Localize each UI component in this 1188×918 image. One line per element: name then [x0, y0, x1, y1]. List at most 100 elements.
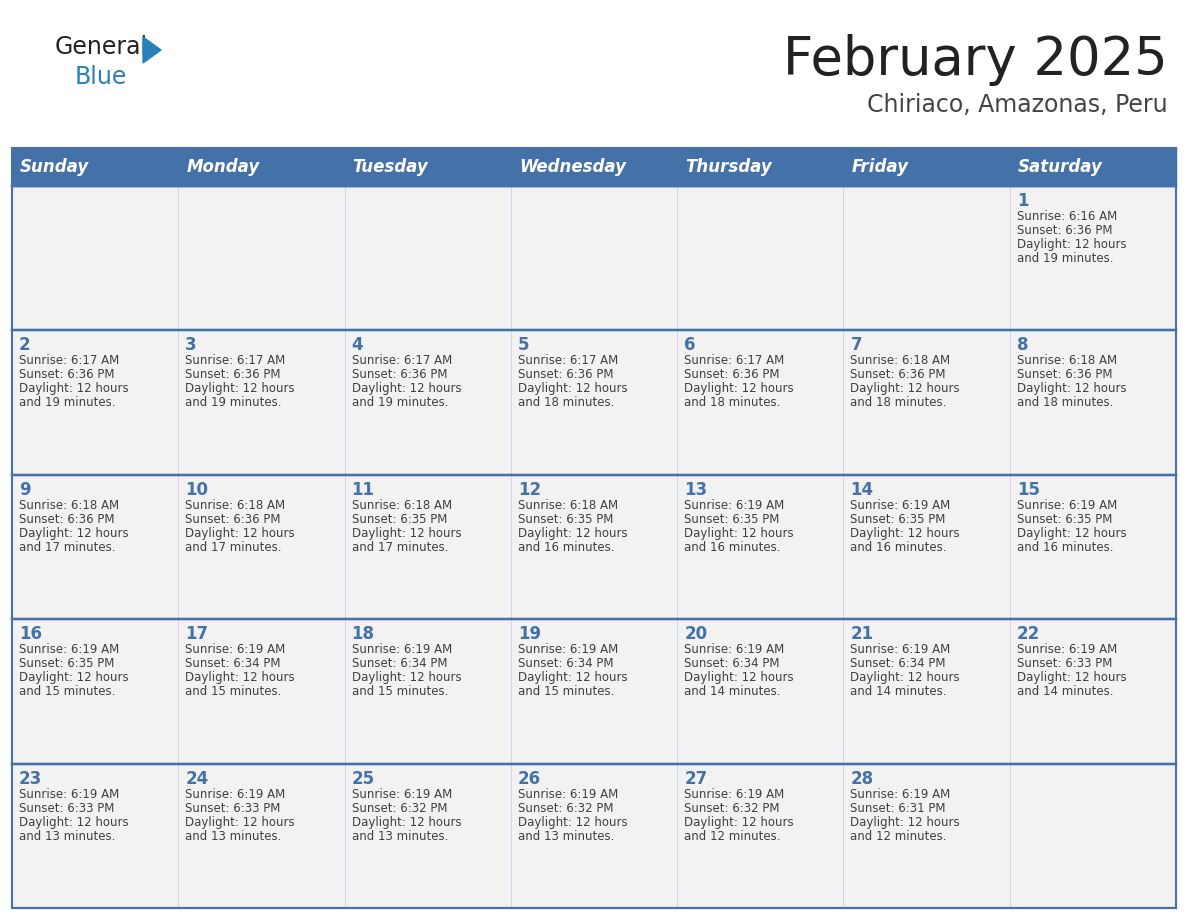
- Bar: [345, 148, 511, 186]
- Text: Daylight: 12 hours: Daylight: 12 hours: [518, 815, 627, 829]
- Text: 7: 7: [851, 336, 862, 354]
- Text: Sunrise: 6:19 AM: Sunrise: 6:19 AM: [352, 788, 451, 800]
- Text: and 17 minutes.: and 17 minutes.: [185, 541, 282, 554]
- Text: 26: 26: [518, 769, 541, 788]
- Text: Thursday: Thursday: [685, 158, 772, 176]
- Text: Daylight: 12 hours: Daylight: 12 hours: [1017, 527, 1126, 540]
- Text: Sunset: 6:36 PM: Sunset: 6:36 PM: [851, 368, 946, 381]
- Text: 3: 3: [185, 336, 197, 354]
- Bar: [511, 186, 677, 330]
- Bar: [843, 186, 1010, 330]
- Text: Sunrise: 6:19 AM: Sunrise: 6:19 AM: [684, 644, 784, 656]
- Text: Sunrise: 6:18 AM: Sunrise: 6:18 AM: [185, 498, 285, 512]
- Text: Daylight: 12 hours: Daylight: 12 hours: [518, 671, 627, 684]
- Text: Saturday: Saturday: [1018, 158, 1102, 176]
- Bar: [1010, 330, 1176, 475]
- Text: 11: 11: [352, 481, 374, 498]
- Text: Sunrise: 6:17 AM: Sunrise: 6:17 AM: [518, 354, 618, 367]
- Text: 17: 17: [185, 625, 208, 644]
- Text: 12: 12: [518, 481, 541, 498]
- Text: Sunset: 6:33 PM: Sunset: 6:33 PM: [1017, 657, 1112, 670]
- Bar: [12, 148, 1176, 908]
- Bar: [511, 148, 677, 186]
- Text: Sunset: 6:32 PM: Sunset: 6:32 PM: [684, 801, 779, 814]
- Text: and 18 minutes.: and 18 minutes.: [1017, 397, 1113, 409]
- Text: 25: 25: [352, 769, 374, 788]
- Bar: [1010, 620, 1176, 764]
- Text: and 19 minutes.: and 19 minutes.: [1017, 252, 1113, 265]
- Text: Sunset: 6:35 PM: Sunset: 6:35 PM: [851, 513, 946, 526]
- Text: Tuesday: Tuesday: [353, 158, 429, 176]
- Text: Daylight: 12 hours: Daylight: 12 hours: [851, 383, 960, 396]
- Text: Sunset: 6:34 PM: Sunset: 6:34 PM: [518, 657, 613, 670]
- Text: Daylight: 12 hours: Daylight: 12 hours: [352, 815, 461, 829]
- Bar: [843, 475, 1010, 620]
- Text: Sunset: 6:36 PM: Sunset: 6:36 PM: [352, 368, 447, 381]
- Bar: [345, 475, 511, 620]
- Text: Daylight: 12 hours: Daylight: 12 hours: [518, 527, 627, 540]
- Text: Daylight: 12 hours: Daylight: 12 hours: [352, 383, 461, 396]
- Text: and 15 minutes.: and 15 minutes.: [19, 685, 115, 699]
- Text: 13: 13: [684, 481, 707, 498]
- Bar: [12, 186, 178, 330]
- Text: February 2025: February 2025: [783, 34, 1168, 86]
- Bar: [843, 764, 1010, 908]
- Text: Sunset: 6:35 PM: Sunset: 6:35 PM: [684, 513, 779, 526]
- Bar: [1010, 764, 1176, 908]
- Text: 15: 15: [1017, 481, 1040, 498]
- Bar: [12, 330, 178, 475]
- Bar: [1010, 475, 1176, 620]
- Text: Sunset: 6:33 PM: Sunset: 6:33 PM: [185, 801, 280, 814]
- Text: Daylight: 12 hours: Daylight: 12 hours: [352, 527, 461, 540]
- Text: Sunrise: 6:19 AM: Sunrise: 6:19 AM: [19, 644, 119, 656]
- Text: 23: 23: [19, 769, 43, 788]
- Text: Daylight: 12 hours: Daylight: 12 hours: [19, 671, 128, 684]
- Text: Daylight: 12 hours: Daylight: 12 hours: [684, 671, 794, 684]
- Text: 5: 5: [518, 336, 530, 354]
- Text: Sunset: 6:36 PM: Sunset: 6:36 PM: [19, 368, 114, 381]
- Text: 21: 21: [851, 625, 873, 644]
- Text: Sunset: 6:32 PM: Sunset: 6:32 PM: [518, 801, 613, 814]
- Text: and 12 minutes.: and 12 minutes.: [684, 830, 781, 843]
- Text: Sunset: 6:34 PM: Sunset: 6:34 PM: [684, 657, 779, 670]
- Text: General: General: [55, 35, 148, 59]
- Text: and 17 minutes.: and 17 minutes.: [19, 541, 115, 554]
- Bar: [345, 186, 511, 330]
- Text: Sunset: 6:35 PM: Sunset: 6:35 PM: [1017, 513, 1112, 526]
- Text: Sunrise: 6:19 AM: Sunrise: 6:19 AM: [1017, 498, 1117, 512]
- Text: Daylight: 12 hours: Daylight: 12 hours: [185, 383, 295, 396]
- Text: and 14 minutes.: and 14 minutes.: [851, 685, 947, 699]
- Text: and 15 minutes.: and 15 minutes.: [185, 685, 282, 699]
- Text: Sunrise: 6:18 AM: Sunrise: 6:18 AM: [19, 498, 119, 512]
- Text: Daylight: 12 hours: Daylight: 12 hours: [185, 527, 295, 540]
- Text: Sunrise: 6:18 AM: Sunrise: 6:18 AM: [1017, 354, 1117, 367]
- Bar: [677, 620, 843, 764]
- Text: and 16 minutes.: and 16 minutes.: [851, 541, 947, 554]
- Text: Sunset: 6:31 PM: Sunset: 6:31 PM: [851, 801, 946, 814]
- Text: Daylight: 12 hours: Daylight: 12 hours: [19, 527, 128, 540]
- Text: Daylight: 12 hours: Daylight: 12 hours: [518, 383, 627, 396]
- Bar: [178, 475, 345, 620]
- Bar: [345, 764, 511, 908]
- Text: Daylight: 12 hours: Daylight: 12 hours: [851, 815, 960, 829]
- Bar: [677, 330, 843, 475]
- Text: Sunrise: 6:19 AM: Sunrise: 6:19 AM: [684, 788, 784, 800]
- Text: Sunrise: 6:17 AM: Sunrise: 6:17 AM: [684, 354, 784, 367]
- Bar: [677, 764, 843, 908]
- Text: Sunrise: 6:19 AM: Sunrise: 6:19 AM: [684, 498, 784, 512]
- Text: and 19 minutes.: and 19 minutes.: [352, 397, 448, 409]
- Text: Sunrise: 6:19 AM: Sunrise: 6:19 AM: [851, 498, 950, 512]
- Text: 22: 22: [1017, 625, 1040, 644]
- Bar: [12, 148, 178, 186]
- Polygon shape: [143, 37, 162, 63]
- Text: Sunrise: 6:19 AM: Sunrise: 6:19 AM: [851, 788, 950, 800]
- Bar: [843, 330, 1010, 475]
- Text: Daylight: 12 hours: Daylight: 12 hours: [851, 527, 960, 540]
- Text: and 16 minutes.: and 16 minutes.: [518, 541, 614, 554]
- Text: and 16 minutes.: and 16 minutes.: [684, 541, 781, 554]
- Text: 24: 24: [185, 769, 209, 788]
- Text: Sunset: 6:35 PM: Sunset: 6:35 PM: [352, 513, 447, 526]
- Bar: [511, 475, 677, 620]
- Bar: [12, 764, 178, 908]
- Text: Sunset: 6:33 PM: Sunset: 6:33 PM: [19, 801, 114, 814]
